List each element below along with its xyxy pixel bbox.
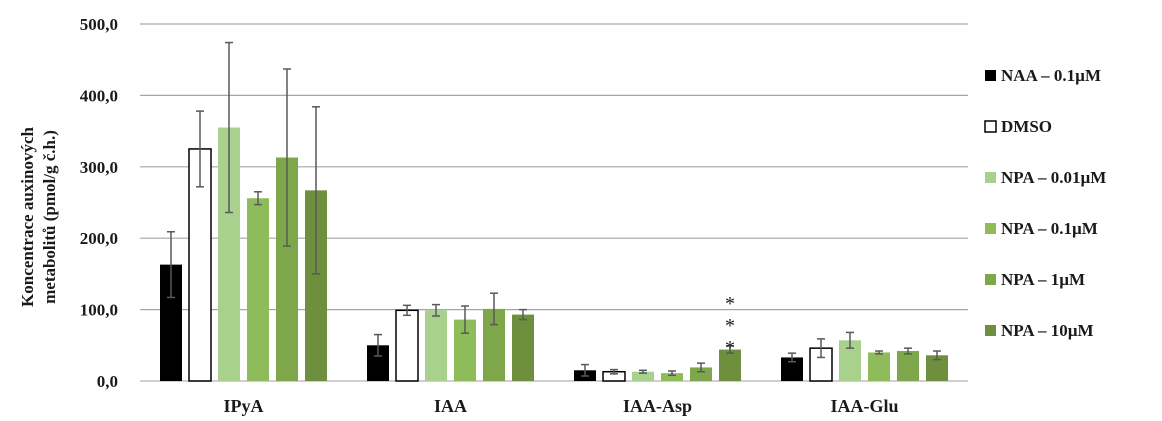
y-tick-label: 500,0	[80, 15, 118, 34]
annotations: ***	[725, 293, 735, 359]
bar	[483, 308, 505, 381]
bar	[839, 340, 861, 381]
bar	[367, 345, 389, 381]
bar	[781, 357, 803, 381]
bar	[454, 319, 476, 381]
significance-marker: *	[725, 293, 735, 315]
bar	[661, 373, 683, 381]
legend-label: DMSO	[1001, 117, 1052, 136]
y-tick-label: 0,0	[97, 372, 118, 391]
bar	[305, 190, 327, 381]
legend: NAA – 0.1µM DMSO NPA – 0.01µM NPA – 0.1µM NP…	[984, 66, 1106, 340]
x-tick-labels: IPyA IAA IAA-Asp IAA-Glu	[224, 396, 899, 416]
y-tick-labels: 0,0 100,0 200,0 300,0 400,0 500,0	[80, 15, 118, 391]
bar	[218, 127, 240, 381]
x-tick-label: IPyA	[224, 396, 264, 416]
error-bars	[167, 41, 941, 377]
y-axis-label-line-2: metabolitů (pmol/g č.h.)	[40, 130, 59, 304]
legend-swatch	[985, 172, 996, 183]
bar	[512, 314, 534, 381]
bar	[690, 367, 712, 381]
y-tick-label: 100,0	[80, 301, 118, 320]
x-tick-label: IAA-Glu	[830, 396, 898, 416]
bars	[160, 127, 948, 382]
legend-swatch	[985, 274, 996, 285]
legend-label: NPA – 0.1µM	[1001, 219, 1098, 238]
bar	[897, 351, 919, 381]
legend-label: NPA – 0.01µM	[1001, 168, 1106, 187]
y-axis-label: Koncentrace auxinových metabolitů (pmol/…	[18, 127, 59, 307]
legend-label: NPA – 1µM	[1001, 270, 1085, 289]
x-tick-label: IAA	[434, 396, 467, 416]
bar	[247, 198, 269, 381]
bar	[632, 371, 654, 381]
bar	[160, 264, 182, 381]
significance-marker: *	[725, 315, 735, 337]
y-tick-label: 200,0	[80, 229, 118, 248]
legend-swatch	[984, 120, 997, 133]
bar	[276, 157, 298, 381]
y-tick-label: 300,0	[80, 158, 118, 177]
y-tick-label: 400,0	[80, 86, 118, 105]
bar	[395, 309, 419, 382]
legend-swatch	[985, 325, 996, 336]
legend-swatch	[985, 70, 996, 81]
x-tick-label: IAA-Asp	[623, 396, 692, 416]
legend-swatch	[985, 223, 996, 234]
bar	[926, 355, 948, 381]
bar	[719, 349, 741, 381]
bar	[868, 352, 890, 381]
y-axis-label-line-1: Koncentrace auxinových	[18, 127, 37, 307]
significance-marker: *	[725, 337, 735, 359]
bar	[425, 310, 447, 381]
legend-label: NAA – 0.1µM	[1001, 66, 1101, 85]
legend-label: NPA – 10µM	[1001, 321, 1094, 340]
